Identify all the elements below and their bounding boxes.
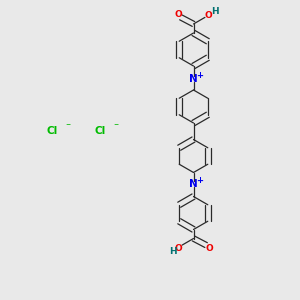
Text: +: + bbox=[196, 70, 204, 80]
Text: O: O bbox=[205, 11, 212, 20]
Text: +: + bbox=[196, 176, 204, 185]
Text: O: O bbox=[174, 10, 182, 19]
Text: N: N bbox=[189, 74, 198, 84]
Text: O: O bbox=[175, 244, 182, 253]
Text: O: O bbox=[206, 244, 214, 253]
Text: Cl: Cl bbox=[95, 125, 106, 136]
Text: Cl: Cl bbox=[47, 125, 58, 136]
Text: N: N bbox=[189, 179, 198, 189]
Text: ⁻: ⁻ bbox=[65, 122, 70, 132]
Text: H: H bbox=[169, 247, 177, 256]
Text: H: H bbox=[211, 8, 218, 16]
Text: ⁻: ⁻ bbox=[113, 122, 118, 132]
